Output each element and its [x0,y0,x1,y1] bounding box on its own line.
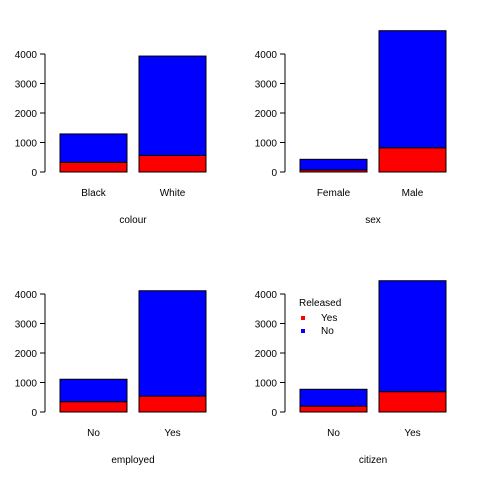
x-axis-label: colour [119,215,147,226]
y-tick-label: 4000 [255,290,278,301]
x-axis-label: employed [111,455,154,466]
bar-no-black [59,133,128,163]
bar-no-female [299,158,368,171]
bar-yes-no [299,405,368,413]
bar-yes-no [59,401,128,413]
category-label: White [160,188,186,199]
y-tick-label: 2000 [255,349,278,360]
bar-yes-black [59,161,128,173]
y-tick-label: 3000 [15,320,38,331]
bar-no-yes [138,290,207,397]
category-label: Female [317,188,351,199]
category-label: Yes [404,428,420,439]
y-tick-label: 3000 [255,320,278,331]
y-tick-label: 4000 [255,50,278,61]
legend-title: Released [299,298,341,309]
y-tick-label: 0 [31,408,37,419]
y-tick-label: 1000 [15,139,38,150]
y-tick-label: 2000 [255,109,278,120]
y-tick-label: 0 [271,408,277,419]
legend-label: No [321,326,334,337]
legend-label: Yes [321,313,337,324]
bar-no-white [138,55,207,156]
category-label: Black [81,188,106,199]
bar-no-male [378,30,447,149]
legend-swatch-no [301,329,305,333]
bar-yes-white [138,154,207,173]
y-tick-label: 4000 [15,50,38,61]
y-tick-label: 1000 [255,379,278,390]
bar-yes-male [378,147,447,173]
y-tick-label: 0 [271,168,277,179]
bar-no-no [59,378,128,403]
y-tick-label: 2000 [15,349,38,360]
bar-yes-yes [138,395,207,413]
x-axis-label: sex [365,215,381,226]
bar-no-yes [378,280,447,393]
bar-no-no [299,388,368,407]
y-tick-label: 0 [31,168,37,179]
bar-yes-yes [378,391,447,413]
category-label: No [327,428,340,439]
y-tick-label: 4000 [15,290,38,301]
y-tick-label: 3000 [15,80,38,91]
y-tick-label: 1000 [15,379,38,390]
category-label: No [87,428,100,439]
category-label: Yes [164,428,180,439]
y-tick-label: 1000 [255,139,278,150]
x-axis-label: citizen [359,455,387,466]
y-tick-label: 3000 [255,80,278,91]
y-tick-label: 2000 [15,109,38,120]
category-label: Male [402,188,424,199]
legend-swatch-yes [301,316,305,320]
